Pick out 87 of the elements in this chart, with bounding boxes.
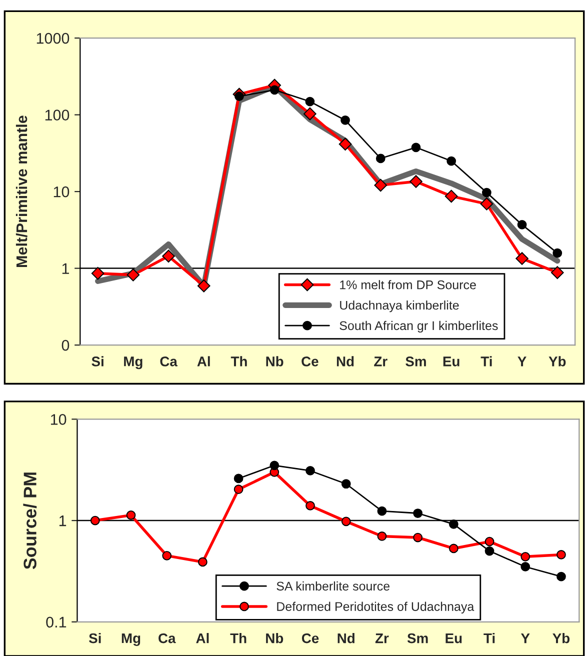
x-tick-label: Ce xyxy=(302,633,319,644)
x-tick-label: Al xyxy=(196,633,209,644)
point xyxy=(304,107,316,120)
x-tick-label: Y xyxy=(520,634,530,644)
x-tick-label: Ca xyxy=(158,633,176,644)
x-tick-label: Ti xyxy=(484,633,495,644)
point xyxy=(90,516,100,526)
point xyxy=(556,550,566,560)
y-tick-label: 1000 xyxy=(36,32,70,44)
x-tick-label: Nd xyxy=(338,633,354,644)
x-tick-label: Eu xyxy=(446,634,462,644)
point xyxy=(305,96,315,106)
x-tick-label: Nb xyxy=(266,356,284,366)
point xyxy=(162,550,172,560)
y-axis-title: Melt/Primitive mantle xyxy=(16,116,28,267)
point xyxy=(197,279,210,292)
x-tick-label: Nb xyxy=(266,633,284,644)
point xyxy=(376,154,386,164)
point xyxy=(446,156,456,166)
x-tick-label: Si xyxy=(88,633,101,644)
point xyxy=(517,220,527,230)
x-tick-label: Sm xyxy=(406,356,426,366)
point xyxy=(411,142,421,152)
y-tick-label: 1 xyxy=(62,263,69,274)
x-tick-label: Yb xyxy=(552,633,570,644)
point xyxy=(448,544,458,554)
x-tick-label: Ca xyxy=(160,356,178,366)
y-axis-title: Source/ PM xyxy=(23,472,37,570)
point xyxy=(480,198,494,210)
point xyxy=(234,474,244,484)
legend-label: South African gr I kimberlites xyxy=(340,320,498,333)
point xyxy=(270,85,280,95)
point xyxy=(198,557,208,567)
y-tick-label: 100 xyxy=(45,110,70,120)
point xyxy=(340,116,350,125)
x-tick-label: Ce xyxy=(302,356,318,366)
x-tick-label: Th xyxy=(230,356,247,366)
point xyxy=(126,268,140,282)
x-tick-label: Mg xyxy=(124,356,142,370)
x-tick-label: Zr xyxy=(374,356,388,366)
point xyxy=(341,479,351,489)
point xyxy=(520,562,530,572)
point xyxy=(306,501,315,510)
legend-label: Deformed Peridotites of Udachnaya xyxy=(277,602,474,614)
x-tick-label: Sm xyxy=(407,633,428,644)
point xyxy=(444,190,458,203)
point xyxy=(374,178,388,192)
point xyxy=(341,516,351,526)
point xyxy=(520,552,530,562)
legend-label: Udachnaya kimberlite xyxy=(340,300,459,312)
x-tick-label: Eu xyxy=(443,356,460,366)
point xyxy=(413,508,422,518)
point xyxy=(91,266,104,280)
point xyxy=(484,546,494,556)
point xyxy=(550,266,564,279)
x-tick-label: Yb xyxy=(548,356,566,366)
y-tick-label: 1 xyxy=(59,516,66,526)
x-tick-label: Mg xyxy=(122,633,140,646)
point xyxy=(377,506,387,516)
x-tick-label: Th xyxy=(230,633,246,644)
point xyxy=(413,532,422,542)
y-tick-label: 10 xyxy=(54,186,70,198)
x-tick-label: Y xyxy=(518,356,526,366)
point xyxy=(448,520,458,529)
point xyxy=(126,510,136,520)
legend-label: 1% melt from DP Source xyxy=(340,280,476,290)
point xyxy=(516,252,528,265)
legend-label: SA kimberlite source xyxy=(276,581,390,591)
y-tick-label: 0 xyxy=(62,340,70,351)
point xyxy=(484,536,494,546)
y-tick-label: 10 xyxy=(50,414,66,425)
x-tick-label: Si xyxy=(92,356,104,366)
x-tick-label: Ti xyxy=(480,356,492,366)
x-tick-label: Zr xyxy=(375,634,389,644)
point xyxy=(482,188,492,198)
point xyxy=(270,460,280,470)
point xyxy=(410,175,422,188)
point xyxy=(234,484,244,494)
x-tick-label: Al xyxy=(197,356,210,366)
point xyxy=(556,572,566,582)
point xyxy=(306,466,315,476)
point xyxy=(377,532,387,541)
x-tick-label: Nd xyxy=(336,356,354,366)
point xyxy=(338,138,352,151)
y-tick-label: 0.1 xyxy=(46,616,66,628)
point xyxy=(552,248,562,258)
point xyxy=(162,250,175,263)
